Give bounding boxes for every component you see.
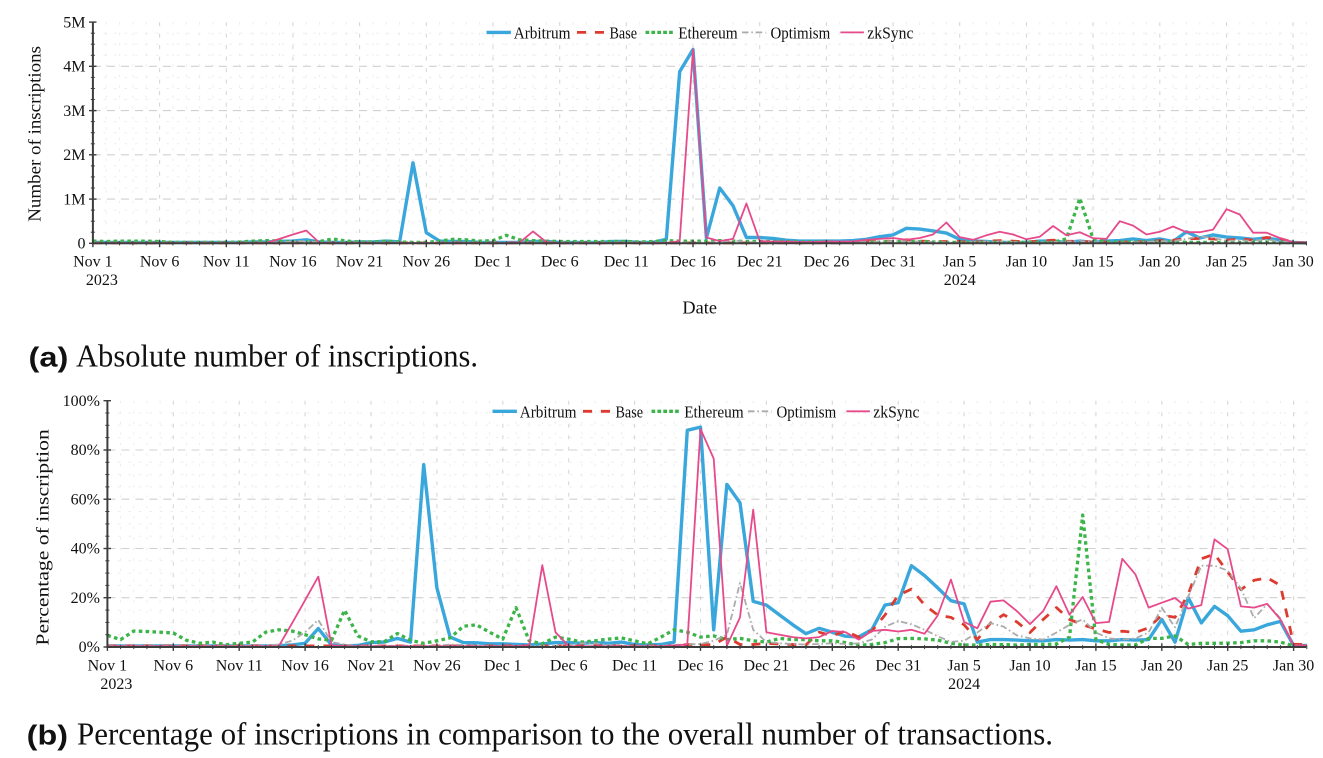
svg-text:Percentage of inscriptions in: Percentage of inscriptions in comparison… <box>77 716 1053 752</box>
svg-text:80%: 80% <box>71 442 100 459</box>
svg-text:Nov 26: Nov 26 <box>413 657 461 674</box>
svg-text:Dec 6: Dec 6 <box>541 253 579 270</box>
svg-text:0%: 0% <box>79 639 100 656</box>
svg-text:Dec 6: Dec 6 <box>550 657 588 674</box>
svg-text:Jan 30: Jan 30 <box>1273 657 1314 674</box>
svg-text:Dec 21: Dec 21 <box>744 657 790 674</box>
svg-text:Jan 30: Jan 30 <box>1272 253 1313 270</box>
svg-text:Jan 20: Jan 20 <box>1139 253 1180 270</box>
svg-text:(b): (b) <box>27 720 68 751</box>
svg-text:Nov 6: Nov 6 <box>154 657 194 674</box>
svg-text:Jan 25: Jan 25 <box>1207 657 1248 674</box>
svg-text:Ethereum: Ethereum <box>684 403 744 422</box>
svg-text:Absolute number of inscription: Absolute number of inscriptions. <box>76 338 478 374</box>
svg-text:2023: 2023 <box>100 676 132 693</box>
svg-text:Nov 21: Nov 21 <box>347 657 395 674</box>
svg-text:Optimism: Optimism <box>771 24 831 43</box>
svg-text:2023: 2023 <box>86 272 118 289</box>
svg-text:Ethereum: Ethereum <box>678 24 738 43</box>
svg-text:(a): (a) <box>29 342 69 373</box>
svg-text:60%: 60% <box>71 491 100 508</box>
svg-text:Jan 10: Jan 10 <box>1009 657 1050 674</box>
svg-text:Nov 11: Nov 11 <box>203 253 250 270</box>
svg-text:Jan 15: Jan 15 <box>1075 657 1116 674</box>
svg-text:Nov 21: Nov 21 <box>336 253 384 270</box>
svg-text:Nov 16: Nov 16 <box>281 657 329 674</box>
svg-text:Nov 6: Nov 6 <box>140 253 180 270</box>
svg-text:Optimism: Optimism <box>777 403 837 422</box>
svg-text:1M: 1M <box>63 191 85 208</box>
svg-text:Date: Date <box>682 298 717 318</box>
svg-text:2024: 2024 <box>944 272 976 289</box>
svg-text:Base: Base <box>610 24 638 43</box>
svg-text:3M: 3M <box>63 103 85 120</box>
svg-text:Jan 5: Jan 5 <box>947 657 980 674</box>
svg-text:Dec 31: Dec 31 <box>875 657 921 674</box>
svg-text:Nov 11: Nov 11 <box>216 657 263 674</box>
svg-text:Nov 26: Nov 26 <box>403 253 451 270</box>
svg-text:100%: 100% <box>63 393 100 410</box>
svg-text:Jan 10: Jan 10 <box>1006 253 1047 270</box>
svg-text:Dec 11: Dec 11 <box>612 657 657 674</box>
svg-text:Dec 16: Dec 16 <box>670 253 716 270</box>
svg-text:5M: 5M <box>63 14 85 31</box>
svg-text:Dec 1: Dec 1 <box>484 657 522 674</box>
svg-text:Nov 1: Nov 1 <box>88 657 128 674</box>
svg-text:Dec 11: Dec 11 <box>604 253 649 270</box>
svg-text:Arbitrum: Arbitrum <box>514 24 571 43</box>
svg-text:40%: 40% <box>71 541 100 558</box>
svg-text:Jan 15: Jan 15 <box>1072 253 1113 270</box>
svg-text:zkSync: zkSync <box>867 24 914 43</box>
svg-text:Nov 1: Nov 1 <box>73 253 113 270</box>
svg-text:Dec 16: Dec 16 <box>678 657 724 674</box>
svg-text:Dec 26: Dec 26 <box>804 253 850 270</box>
svg-text:Dec 26: Dec 26 <box>809 657 855 674</box>
svg-text:Jan 25: Jan 25 <box>1206 253 1247 270</box>
svg-text:2024: 2024 <box>948 676 980 693</box>
svg-text:Base: Base <box>616 403 644 422</box>
svg-text:Dec 1: Dec 1 <box>474 253 512 270</box>
svg-text:zkSync: zkSync <box>873 403 920 422</box>
svg-text:Dec 21: Dec 21 <box>737 253 783 270</box>
svg-text:4M: 4M <box>63 59 85 76</box>
svg-text:2M: 2M <box>63 147 85 164</box>
svg-text:Arbitrum: Arbitrum <box>520 403 577 422</box>
svg-text:Dec 31: Dec 31 <box>870 253 916 270</box>
svg-text:Jan 20: Jan 20 <box>1141 657 1182 674</box>
svg-text:Number of inscriptions: Number of inscriptions <box>25 46 45 222</box>
svg-text:Percentage of inscription: Percentage of inscription <box>33 429 53 646</box>
svg-text:Nov 16: Nov 16 <box>269 253 317 270</box>
svg-text:Jan 5: Jan 5 <box>943 253 976 270</box>
svg-text:20%: 20% <box>71 590 100 607</box>
svg-text:0: 0 <box>78 236 86 253</box>
